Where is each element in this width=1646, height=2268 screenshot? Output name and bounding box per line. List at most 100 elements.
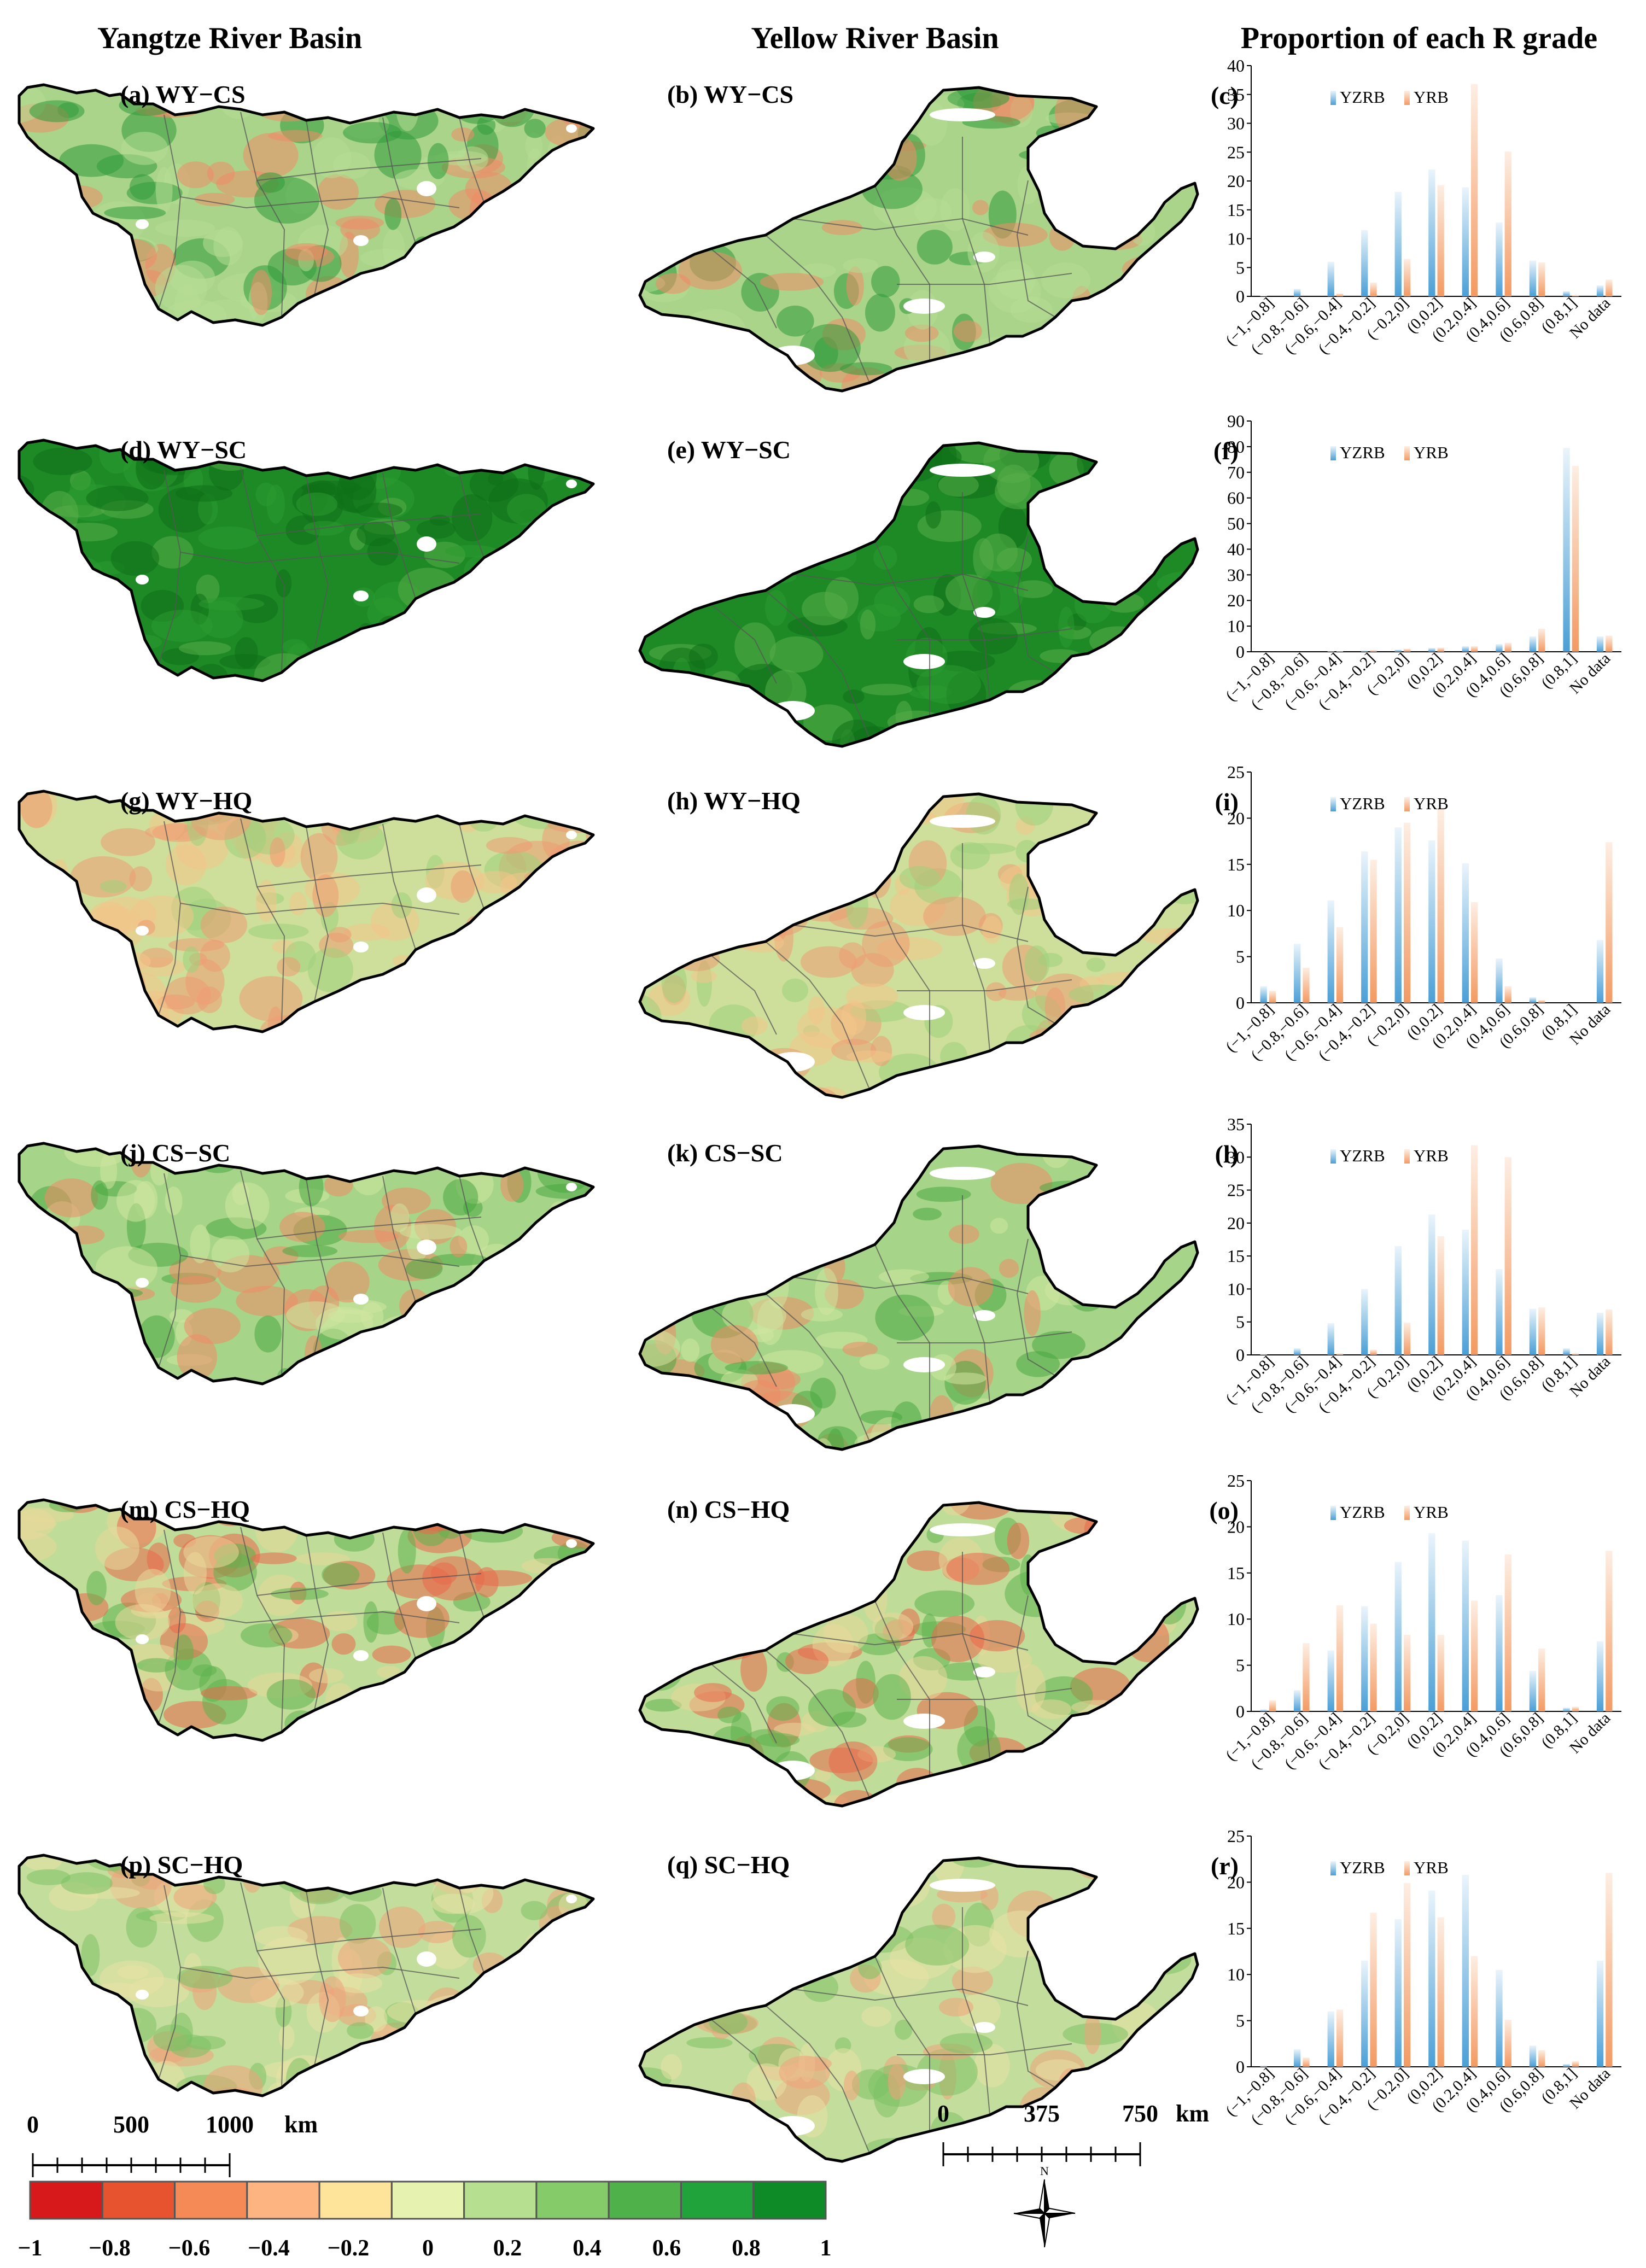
bar-yzrb [1361, 851, 1368, 1003]
bar-yzrb [1327, 261, 1334, 296]
title-yellow: Yellow River Basin [751, 21, 999, 55]
bar-yrb [1370, 282, 1377, 296]
bar-yrb [1437, 647, 1444, 652]
bar-yzrb [1428, 1533, 1435, 1711]
sub-basin-boundary [792, 218, 1029, 236]
y-tick-label: 15 [1227, 1246, 1245, 1266]
colorbar-label: −0.8 [89, 2236, 130, 2261]
bar-yzrb [1529, 1308, 1537, 1355]
bar-yzrb [1260, 1709, 1267, 1711]
sub-basin-boundary [1016, 1238, 1056, 1376]
scale-unit: km [284, 2111, 318, 2138]
y-tick-label: 30 [1227, 565, 1245, 584]
scale-bar-yangtze: 0 500 1000 km [27, 2111, 318, 2177]
sub-basin-boundary [897, 1331, 1072, 1343]
bar-yzrb [1361, 1289, 1368, 1355]
sub-basin-boundary [897, 979, 1072, 991]
sub-basin-boundary [306, 1890, 329, 2066]
legend-swatch-yzrb [1330, 1861, 1336, 1875]
panel-label-yangtze: (a) WY−CS [120, 80, 246, 108]
sub-basin-boundary [256, 1573, 482, 1596]
panel-row: (p) SC−HQ (q) SC−HQ (r) [17, 1851, 1239, 2163]
sub-basin-boundary [962, 843, 990, 1051]
bar-yzrb [1327, 1650, 1334, 1711]
bar-yzrb [1428, 648, 1435, 652]
bar-yrb [1504, 2019, 1511, 2067]
bar-yzrb [1496, 1969, 1503, 2067]
colorbar-swatch [29, 2181, 103, 2220]
panel-label-yangtze: (p) SC−HQ [120, 1851, 243, 1879]
y-tick-label: 80 [1227, 437, 1245, 457]
bar-yrb [1336, 1605, 1344, 1711]
legend-swatch-yzrb [1330, 91, 1336, 105]
bar-yrb [1606, 842, 1613, 1003]
basin-map [638, 792, 1199, 1099]
bar-yrb [1336, 2009, 1344, 2067]
sub-basin-boundary [382, 1176, 416, 1302]
bar-yrb [1471, 646, 1478, 652]
sub-basin-boundary [765, 1293, 870, 1442]
scale-tick-label: 1000 [206, 2111, 254, 2138]
basin-map [638, 1501, 1199, 1808]
bar-yzrb [1462, 863, 1469, 1003]
bar-yzrb [1294, 1690, 1301, 1711]
colorbar-label: 1 [820, 2236, 832, 2261]
y-tick-label: 5 [1236, 258, 1245, 277]
legend-label-yrb: YRB [1414, 794, 1449, 813]
bar-yrb [1471, 1145, 1478, 1355]
legend-swatch-yzrb [1330, 446, 1336, 460]
bar-yrb [1437, 1917, 1444, 2067]
legend-label-yrb: YRB [1414, 1858, 1449, 1877]
colorbar-swatch [101, 2181, 176, 2220]
y-tick-label: 20 [1227, 1213, 1245, 1233]
sub-basin-boundary [792, 1988, 1029, 2006]
bar-yzrb [1361, 651, 1368, 652]
panel-label-yellow: (k) CS−SC [667, 1139, 783, 1167]
bar-yzrb [1260, 1354, 1267, 1355]
colorbar-swatch [680, 2181, 755, 2220]
sub-basin-boundary [765, 1650, 870, 1798]
sub-basin-boundary [962, 1907, 990, 2115]
bar-yzrb [1529, 260, 1537, 296]
panel-label-yellow: (e) WY−SC [667, 436, 791, 464]
bar-yzrb [1596, 285, 1604, 296]
bar-yzrb [1294, 289, 1301, 296]
bar-yrb [1606, 1309, 1613, 1355]
sub-basin-boundary [710, 248, 777, 329]
bar-yzrb [1462, 646, 1469, 652]
bar-yrb [1269, 1700, 1276, 1711]
scale-bar-yellow: 0 375 750 km [937, 2100, 1209, 2166]
bar-yrb [1370, 1913, 1377, 2067]
bar-yzrb [1394, 192, 1402, 296]
bar-yzrb [1394, 1562, 1402, 1711]
sub-basin-boundary [158, 1885, 182, 2080]
bar-chart: 0510152025(−1,−0.8](−0.8,−0.6](−0.6,−0.4… [1222, 1826, 1621, 2128]
y-tick-label: 5 [1236, 1312, 1245, 1332]
bar-yrb [1606, 1551, 1613, 1711]
bar-yrb [1471, 1956, 1478, 2067]
bar-yzrb [1563, 291, 1570, 296]
legend-swatch-yzrb [1330, 797, 1336, 811]
panel-label-chart: (i) [1215, 788, 1239, 816]
sub-basin-boundary [792, 1276, 1029, 1294]
sub-basin-boundary [897, 273, 1072, 285]
bar-yzrb [1563, 2064, 1570, 2067]
sub-basin-boundary [180, 1611, 460, 1624]
y-tick-label: 0 [1236, 1702, 1245, 1721]
colorbar-label: 0.4 [573, 2236, 602, 2261]
north-arrow-icon [1013, 2179, 1076, 2248]
colorbar-label: 0 [422, 2236, 434, 2261]
bar-yrb [1437, 809, 1444, 1003]
y-tick-label: 20 [1227, 171, 1245, 191]
legend: YZRB YRB [1330, 443, 1449, 462]
scale-unit: km [1176, 2100, 1209, 2127]
sub-basin-boundary [874, 892, 930, 1067]
sub-basin-boundary [765, 941, 870, 1090]
basin-outline [638, 792, 1199, 1099]
bar-yzrb [1462, 1540, 1469, 1711]
y-tick-label: 15 [1227, 1919, 1245, 1938]
y-tick-label: 20 [1227, 591, 1245, 610]
sub-basin-boundary [897, 628, 1072, 640]
sub-basin-boundary [180, 1254, 460, 1267]
sub-basin-boundary [874, 185, 930, 361]
